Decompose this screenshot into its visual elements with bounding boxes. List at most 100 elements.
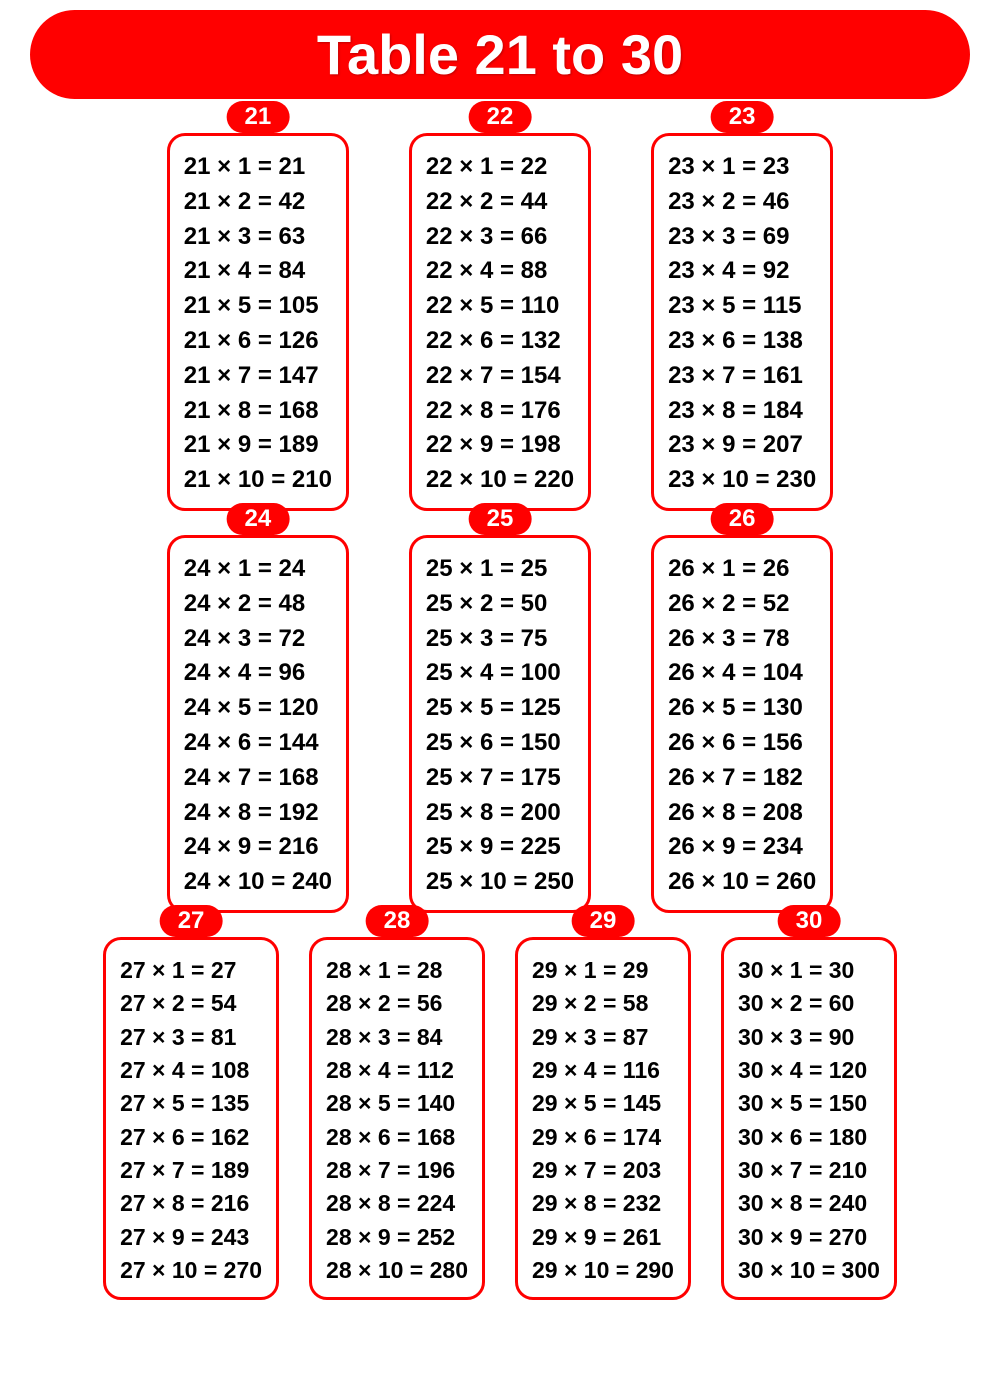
table-line: 29 × 3 = 87: [532, 1021, 674, 1054]
page-title: Table 21 to 30: [30, 10, 970, 99]
row-3: 27 27 × 1 = 27 27 × 2 = 54 27 × 3 = 81 2…: [20, 921, 980, 1300]
table-line: 29 × 4 = 116: [532, 1054, 674, 1087]
table-line: 27 × 4 = 108: [120, 1054, 262, 1087]
table-line: 23 × 5 = 115: [668, 289, 816, 324]
table-line: 21 × 5 = 105: [184, 289, 332, 324]
table-line: 23 × 6 = 138: [668, 324, 816, 359]
table-box: 29 × 1 = 29 29 × 2 = 58 29 × 3 = 87 29 ×…: [515, 937, 691, 1300]
table-line: 29 × 2 = 58: [532, 987, 674, 1020]
table-box: 23 × 1 = 23 23 × 2 = 46 23 × 3 = 69 23 ×…: [651, 133, 833, 511]
table-card-29: 29 29 × 1 = 29 29 × 2 = 58 29 × 3 = 87 2…: [515, 921, 691, 1300]
table-line: 28 × 3 = 84: [326, 1021, 468, 1054]
row-2: 24 24 × 1 = 24 24 × 2 = 48 24 × 3 = 72 2…: [20, 519, 980, 913]
table-box: 25 × 1 = 25 25 × 2 = 50 25 × 3 = 75 25 ×…: [409, 535, 591, 913]
table-box: 26 × 1 = 26 26 × 2 = 52 26 × 3 = 78 26 ×…: [651, 535, 833, 913]
table-line: 24 × 4 = 96: [184, 656, 332, 691]
table-line: 28 × 8 = 224: [326, 1187, 468, 1220]
table-line: 26 × 9 = 234: [668, 830, 816, 865]
table-line: 28 × 10 = 280: [326, 1254, 468, 1287]
table-line: 22 × 7 = 154: [426, 359, 574, 394]
table-line: 22 × 6 = 132: [426, 324, 574, 359]
table-line: 30 × 4 = 120: [738, 1054, 880, 1087]
table-badge: 28: [366, 905, 429, 937]
table-box: 28 × 1 = 28 28 × 2 = 56 28 × 3 = 84 28 ×…: [309, 937, 485, 1300]
table-card-27: 27 27 × 1 = 27 27 × 2 = 54 27 × 3 = 81 2…: [103, 921, 279, 1300]
table-card-25: 25 25 × 1 = 25 25 × 2 = 50 25 × 3 = 75 2…: [409, 519, 591, 913]
table-line: 23 × 4 = 92: [668, 254, 816, 289]
table-line: 21 × 1 = 21: [184, 150, 332, 185]
table-line: 27 × 8 = 216: [120, 1187, 262, 1220]
table-badge: 30: [778, 905, 841, 937]
table-line: 25 × 4 = 100: [426, 656, 574, 691]
row-1: 21 21 × 1 = 21 21 × 2 = 42 21 × 3 = 63 2…: [20, 117, 980, 511]
table-line: 27 × 10 = 270: [120, 1254, 262, 1287]
table-line: 21 × 2 = 42: [184, 185, 332, 220]
table-line: 29 × 7 = 203: [532, 1154, 674, 1187]
table-line: 28 × 2 = 56: [326, 987, 468, 1020]
table-line: 22 × 1 = 22: [426, 150, 574, 185]
table-box: 27 × 1 = 27 27 × 2 = 54 27 × 3 = 81 27 ×…: [103, 937, 279, 1300]
table-badge: 29: [572, 905, 635, 937]
table-line: 30 × 7 = 210: [738, 1154, 880, 1187]
table-card-22: 22 22 × 1 = 22 22 × 2 = 44 22 × 3 = 66 2…: [409, 117, 591, 511]
table-line: 26 × 8 = 208: [668, 796, 816, 831]
table-line: 25 × 3 = 75: [426, 622, 574, 657]
table-line: 26 × 5 = 130: [668, 691, 816, 726]
table-line: 30 × 2 = 60: [738, 987, 880, 1020]
table-line: 29 × 5 = 145: [532, 1087, 674, 1120]
table-line: 22 × 5 = 110: [426, 289, 574, 324]
table-line: 21 × 4 = 84: [184, 254, 332, 289]
table-box: 22 × 1 = 22 22 × 2 = 44 22 × 3 = 66 22 ×…: [409, 133, 591, 511]
table-line: 21 × 3 = 63: [184, 220, 332, 255]
table-line: 24 × 1 = 24: [184, 552, 332, 587]
table-line: 28 × 7 = 196: [326, 1154, 468, 1187]
table-line: 28 × 4 = 112: [326, 1054, 468, 1087]
table-line: 23 × 10 = 230: [668, 463, 816, 498]
table-badge: 26: [711, 503, 774, 535]
table-line: 28 × 5 = 140: [326, 1087, 468, 1120]
table-line: 29 × 10 = 290: [532, 1254, 674, 1287]
table-line: 22 × 2 = 44: [426, 185, 574, 220]
table-line: 21 × 10 = 210: [184, 463, 332, 498]
table-line: 27 × 7 = 189: [120, 1154, 262, 1187]
table-line: 23 × 9 = 207: [668, 428, 816, 463]
table-line: 30 × 10 = 300: [738, 1254, 880, 1287]
table-badge: 21: [226, 101, 289, 133]
table-line: 27 × 9 = 243: [120, 1221, 262, 1254]
table-line: 24 × 10 = 240: [184, 865, 332, 900]
table-line: 29 × 8 = 232: [532, 1187, 674, 1220]
table-badge: 27: [160, 905, 223, 937]
table-line: 22 × 3 = 66: [426, 220, 574, 255]
table-line: 27 × 6 = 162: [120, 1121, 262, 1154]
table-card-23: 23 23 × 1 = 23 23 × 2 = 46 23 × 3 = 69 2…: [651, 117, 833, 511]
table-card-30: 30 30 × 1 = 30 30 × 2 = 60 30 × 3 = 90 3…: [721, 921, 897, 1300]
table-line: 29 × 6 = 174: [532, 1121, 674, 1154]
table-line: 25 × 8 = 200: [426, 796, 574, 831]
table-line: 30 × 1 = 30: [738, 954, 880, 987]
table-line: 22 × 4 = 88: [426, 254, 574, 289]
table-line: 26 × 10 = 260: [668, 865, 816, 900]
table-line: 30 × 9 = 270: [738, 1221, 880, 1254]
table-badge: 23: [711, 101, 774, 133]
table-line: 25 × 6 = 150: [426, 726, 574, 761]
table-line: 26 × 2 = 52: [668, 587, 816, 622]
table-line: 24 × 3 = 72: [184, 622, 332, 657]
table-line: 30 × 8 = 240: [738, 1187, 880, 1220]
table-line: 24 × 7 = 168: [184, 761, 332, 796]
table-card-21: 21 21 × 1 = 21 21 × 2 = 42 21 × 3 = 63 2…: [167, 117, 349, 511]
table-line: 26 × 7 = 182: [668, 761, 816, 796]
table-box: 24 × 1 = 24 24 × 2 = 48 24 × 3 = 72 24 ×…: [167, 535, 349, 913]
table-line: 21 × 8 = 168: [184, 394, 332, 429]
table-line: 23 × 2 = 46: [668, 185, 816, 220]
table-line: 28 × 1 = 28: [326, 954, 468, 987]
table-card-26: 26 26 × 1 = 26 26 × 2 = 52 26 × 3 = 78 2…: [651, 519, 833, 913]
table-line: 26 × 1 = 26: [668, 552, 816, 587]
table-line: 22 × 8 = 176: [426, 394, 574, 429]
table-line: 21 × 7 = 147: [184, 359, 332, 394]
table-box: 30 × 1 = 30 30 × 2 = 60 30 × 3 = 90 30 ×…: [721, 937, 897, 1300]
table-line: 23 × 3 = 69: [668, 220, 816, 255]
table-line: 26 × 4 = 104: [668, 656, 816, 691]
table-line: 24 × 5 = 120: [184, 691, 332, 726]
table-line: 30 × 6 = 180: [738, 1121, 880, 1154]
table-line: 23 × 1 = 23: [668, 150, 816, 185]
